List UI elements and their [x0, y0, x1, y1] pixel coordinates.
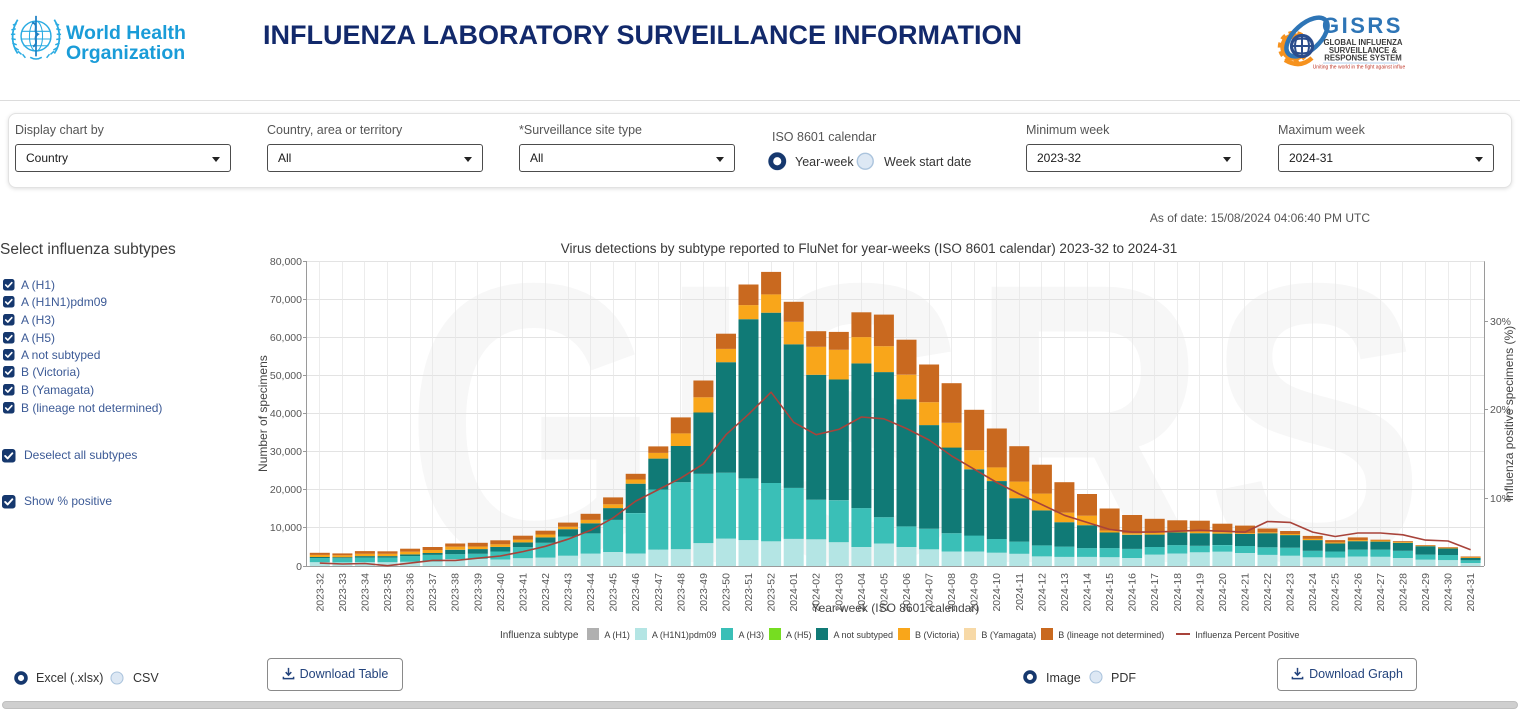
svg-text:2024-13: 2024-13	[1059, 573, 1071, 612]
svg-text:2023-48: 2023-48	[675, 573, 687, 612]
svg-text:2023-47: 2023-47	[653, 573, 665, 612]
svg-text:2023-52: 2023-52	[766, 573, 778, 612]
svg-text:0: 0	[296, 561, 302, 573]
svg-text:2023-42: 2023-42	[540, 573, 552, 612]
svg-text:2024-15: 2024-15	[1104, 573, 1116, 612]
svg-text:80,000: 80,000	[270, 256, 302, 268]
svg-text:2024-07: 2024-07	[924, 573, 936, 612]
svg-text:2023-44: 2023-44	[585, 573, 597, 612]
svg-text:Influenza positive specimens (: Influenza positive specimens (%)	[1502, 326, 1516, 501]
svg-text:2024-24: 2024-24	[1307, 573, 1319, 612]
svg-text:2023-41: 2023-41	[517, 573, 529, 612]
svg-text:2023-33: 2023-33	[337, 573, 349, 612]
svg-text:2024-17: 2024-17	[1149, 573, 1161, 612]
svg-text:2024-12: 2024-12	[1036, 573, 1048, 612]
svg-text:2024-16: 2024-16	[1127, 573, 1139, 612]
svg-text:2023-45: 2023-45	[608, 573, 620, 612]
svg-text:2023-51: 2023-51	[743, 573, 755, 612]
svg-text:50,000: 50,000	[270, 370, 302, 382]
svg-text:70,000: 70,000	[270, 294, 302, 306]
svg-text:2023-36: 2023-36	[405, 573, 417, 612]
svg-text:2023-35: 2023-35	[382, 573, 394, 612]
svg-text:2023-46: 2023-46	[630, 573, 642, 612]
svg-text:2024-26: 2024-26	[1352, 573, 1364, 612]
svg-text:10,000: 10,000	[270, 522, 302, 534]
svg-text:2023-32: 2023-32	[314, 573, 326, 612]
svg-text:2024-31: 2024-31	[1465, 573, 1477, 612]
svg-text:Year-week (ISO 8601 calendar): Year-week (ISO 8601 calendar)	[812, 601, 980, 615]
svg-text:2024-09: 2024-09	[969, 573, 981, 612]
svg-text:2024-14: 2024-14	[1082, 573, 1094, 612]
svg-text:20%: 20%	[1490, 404, 1511, 416]
svg-text:2023-50: 2023-50	[721, 573, 733, 612]
svg-text:2024-25: 2024-25	[1330, 573, 1342, 612]
svg-text:2024-22: 2024-22	[1262, 573, 1274, 612]
svg-text:2024-18: 2024-18	[1172, 573, 1184, 612]
svg-text:2023-49: 2023-49	[698, 573, 710, 612]
svg-text:2024-19: 2024-19	[1194, 573, 1206, 612]
svg-text:40,000: 40,000	[270, 408, 302, 420]
svg-text:2024-27: 2024-27	[1375, 573, 1387, 612]
svg-text:2024-11: 2024-11	[1014, 573, 1026, 611]
svg-text:2024-21: 2024-21	[1240, 573, 1252, 612]
svg-text:2024-04: 2024-04	[856, 573, 868, 612]
svg-text:60,000: 60,000	[270, 332, 302, 344]
svg-text:2023-34: 2023-34	[359, 573, 371, 612]
svg-text:2024-01: 2024-01	[788, 573, 800, 612]
svg-text:2024-28: 2024-28	[1397, 573, 1409, 612]
svg-text:2024-05: 2024-05	[878, 573, 890, 612]
svg-text:RESPONSE SYSTEM: RESPONSE SYSTEM	[1324, 54, 1402, 63]
svg-text:Number of specimens: Number of specimens	[256, 355, 270, 472]
svg-text:2023-43: 2023-43	[563, 573, 575, 612]
svg-text:2023-40: 2023-40	[495, 573, 507, 612]
svg-text:2024-20: 2024-20	[1217, 573, 1229, 612]
svg-text:2024-02: 2024-02	[811, 573, 823, 612]
svg-text:GLOBAL INFLUENZA: GLOBAL INFLUENZA	[1323, 38, 1402, 47]
svg-text:2024-06: 2024-06	[901, 573, 913, 612]
svg-text:SURVEILLANCE &: SURVEILLANCE &	[1329, 46, 1398, 55]
svg-text:20,000: 20,000	[270, 484, 302, 496]
svg-text:2024-29: 2024-29	[1420, 573, 1432, 612]
svg-text:2023-39: 2023-39	[472, 573, 484, 612]
svg-text:2024-23: 2024-23	[1285, 573, 1297, 612]
svg-text:2024-10: 2024-10	[991, 573, 1003, 612]
svg-text:10%: 10%	[1490, 493, 1511, 505]
svg-text:30,000: 30,000	[270, 446, 302, 458]
svg-text:2024-30: 2024-30	[1443, 573, 1455, 612]
svg-text:2023-37: 2023-37	[427, 573, 439, 612]
svg-text:GISRS: GISRS	[1322, 13, 1403, 38]
svg-text:2024-08: 2024-08	[946, 573, 958, 612]
svg-text:2023-38: 2023-38	[450, 573, 462, 612]
svg-text:Uniting the world in the fight: Uniting the world in the fight against i…	[1313, 65, 1405, 71]
svg-text:30%: 30%	[1490, 316, 1511, 328]
svg-text:2024-03: 2024-03	[833, 573, 845, 612]
